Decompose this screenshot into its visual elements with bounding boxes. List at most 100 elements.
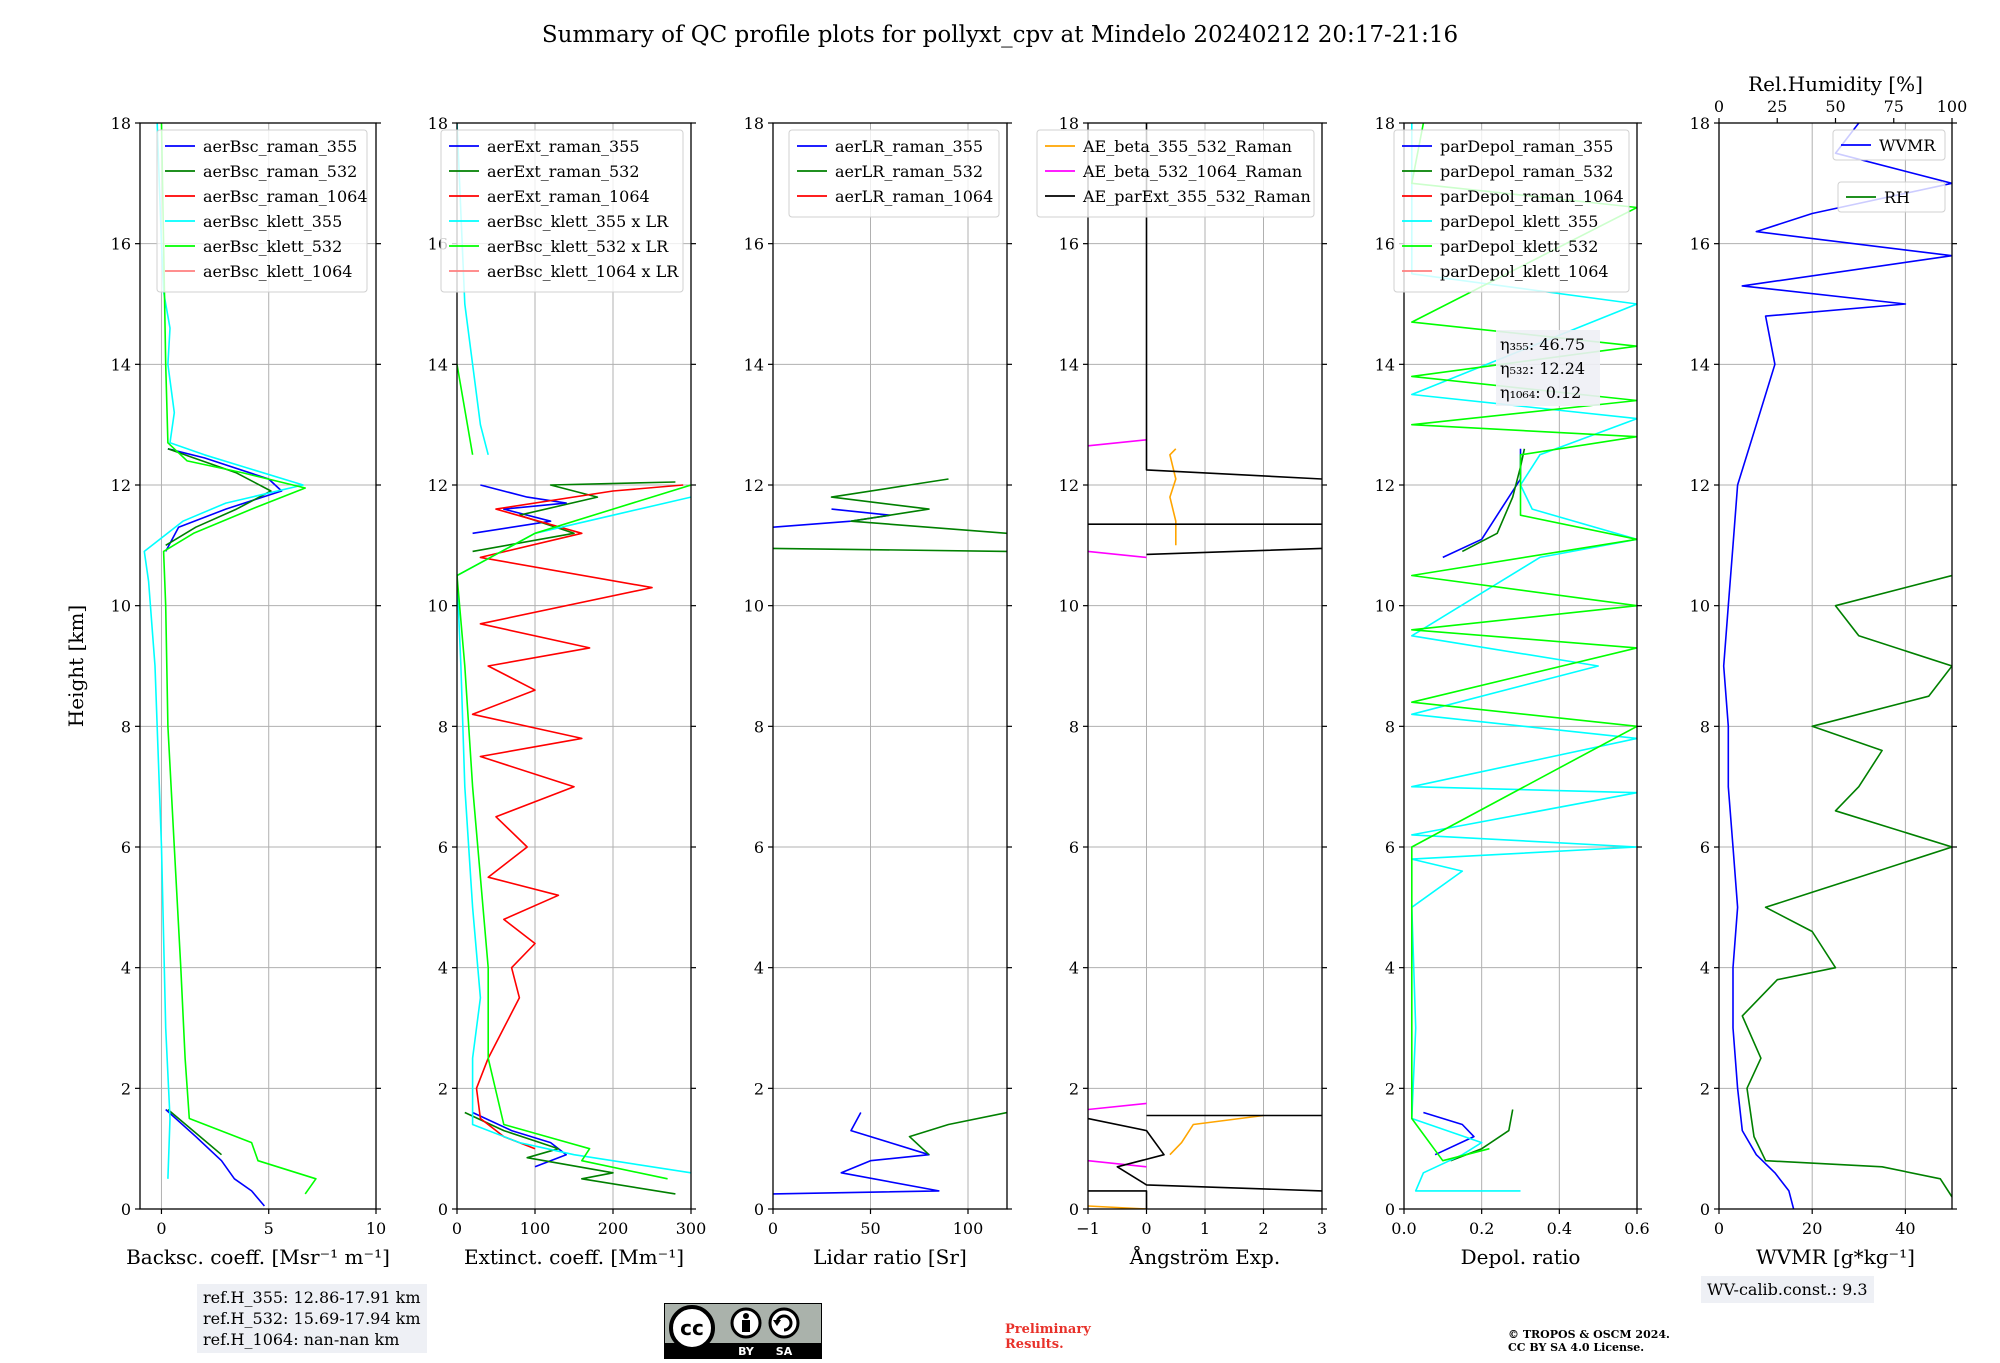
x-tick-label: 300 <box>676 1219 707 1238</box>
copyright-note: © TROPOS & OSCM 2024. CC BY SA 4.0 Licens… <box>1508 1328 1670 1354</box>
chart-panel-5: 0 2 4 6 8 10 12 14 16 18 0.0 0.2 0.4 0.6 Depol. ratio p… <box>1375 114 1650 1269</box>
y-tick-label: 18 <box>111 114 131 133</box>
legend-box <box>1393 129 1630 293</box>
y-tick-label: 16 <box>1059 235 1079 254</box>
y-tick-label: 8 <box>1069 717 1079 736</box>
series-line-aerext-raman-1064 <box>471 484 684 1150</box>
y-tick-label: 6 <box>438 838 448 857</box>
y-tick-label: 12 <box>428 476 448 495</box>
x-tick-label: 20 <box>1802 1219 1822 1238</box>
x-tick-label: 0.0 <box>1391 1219 1416 1238</box>
y-tick-label: 14 <box>428 355 448 374</box>
x-tick-label: 0.2 <box>1469 1219 1494 1238</box>
y-tick-label: 0 <box>1700 1200 1710 1219</box>
legend: aerLR_raman_355 aerLR_raman_532 aerLR_rama… <box>788 129 1000 218</box>
series-group <box>143 123 317 1207</box>
series-line-rh <box>1742 563 1952 1197</box>
eta-text: η₁₀₆₄: 0.12 <box>1500 383 1581 402</box>
legend-entry: parDepol_klett_355 <box>1440 212 1598 231</box>
legend-entry: parDepol_klett_1064 <box>1440 262 1609 281</box>
y-tick-label: 18 <box>1375 114 1395 133</box>
eta-annotation: η₃₅₅: 46.75 η₅₃₂: 12.24 η₁₀₆₄: 0.12 <box>1496 330 1600 406</box>
chart-panel-1: 0 2 4 6 8 10 12 14 16 18 0 5 10 Backsc. coeff. [Msr⁻¹… <box>64 114 390 1269</box>
series-line-aerext-raman-532 <box>464 481 676 1195</box>
x-tick-label: 2 <box>1258 1219 1268 1238</box>
series-line-aerext-raman-355 <box>472 484 567 1168</box>
x-tick-label: 200 <box>598 1219 629 1238</box>
copyright-line-2: CC BY SA 4.0 License. <box>1508 1341 1645 1354</box>
legend-box <box>1837 181 1946 213</box>
y-tick-label: 16 <box>1690 235 1710 254</box>
y-tick-label: 6 <box>754 838 764 857</box>
top-x-tick-label: 50 <box>1825 97 1845 116</box>
legend-entry: parDepol_klett_532 <box>1440 237 1598 256</box>
x-tick-label: 0 <box>452 1219 462 1238</box>
cc-by-sa-logo: cc BY SA <box>663 1302 823 1360</box>
legend-entry: aerBsc_raman_532 <box>203 162 357 181</box>
legend-box <box>1036 129 1315 218</box>
y-tick-label: 6 <box>1385 838 1395 857</box>
legend-entry: parDepol_raman_1064 <box>1440 187 1624 206</box>
x-tick-label: 50 <box>860 1219 880 1238</box>
y-tick-label: 0 <box>1069 1200 1079 1219</box>
x-tick-label: 1 <box>1200 1219 1210 1238</box>
legend-entry: aerBsc_raman_1064 <box>203 187 368 206</box>
x-tick-label: 0 <box>156 1219 166 1238</box>
legend: WVMR RH <box>1832 129 1946 213</box>
cc-badge-text: cc <box>680 1316 704 1340</box>
cc-sa-text: SA <box>776 1345 793 1358</box>
y-tick-label: 2 <box>1069 1079 1079 1098</box>
legend: aerExt_raman_355 aerExt_raman_532 aerExt_r… <box>440 129 684 293</box>
y-tick-label: 8 <box>438 717 448 736</box>
top-x-tick-label: 25 <box>1767 97 1787 116</box>
series-group <box>457 123 691 1195</box>
x-axis-label: Lidar ratio [Sr] <box>813 1245 967 1269</box>
legend-entry: aerBsc_klett_1064 x LR <box>487 262 679 281</box>
y-tick-label: 14 <box>1690 355 1710 374</box>
x-tick-label: 0.6 <box>1624 1219 1649 1238</box>
copyright-line-1: © TROPOS & OSCM 2024. <box>1508 1328 1670 1341</box>
series-line-ae-parext-355-532-raman <box>1088 123 1322 1209</box>
series-line-pardepol-klett-355 <box>1411 123 1637 1192</box>
y-tick-label: 12 <box>1690 476 1710 495</box>
x-tick-label: 3 <box>1317 1219 1327 1238</box>
eta-text: η₃₅₅: 46.75 <box>1500 335 1585 354</box>
legend-entry: parDepol_raman_532 <box>1440 162 1613 181</box>
series-line-pardepol-raman-532 <box>1450 448 1526 1162</box>
legend-entry: parDepol_raman_355 <box>1440 137 1613 156</box>
legend-entry: aerBsc_raman_355 <box>203 137 357 156</box>
y-tick-label: 0 <box>121 1200 131 1219</box>
cc-by-text: BY <box>738 1345 755 1358</box>
top-x-axis-label: Rel.Humidity [%] <box>1748 72 1923 96</box>
series-line-aerlr-raman-355 <box>773 508 940 1195</box>
y-tick-label: 2 <box>121 1079 131 1098</box>
preliminary-note: Preliminary Results. <box>1005 1322 1091 1352</box>
legend-entry: aerExt_raman_1064 <box>487 187 650 206</box>
y-tick-label: 4 <box>1385 959 1395 978</box>
top-x-tick-label: 0 <box>1714 97 1724 116</box>
legend: aerBsc_raman_355 aerBsc_raman_532 aerBsc_r… <box>156 129 368 293</box>
axes-frame <box>1403 122 1638 1210</box>
top-x-tick-label: 100 <box>1937 97 1968 116</box>
y-tick-label: 6 <box>1700 838 1710 857</box>
y-tick-label: 12 <box>1375 476 1395 495</box>
y-tick-label: 10 <box>1690 597 1710 616</box>
figure-title: Summary of QC profile plots for pollyxt_… <box>541 22 1459 48</box>
wv-calib-text: WV-calib.const.: 9.3 <box>1707 1280 1868 1299</box>
series-line-pardepol-raman-355 <box>1423 448 1522 1156</box>
wv-calibration-box: WV-calib.const.: 9.3 <box>1701 1276 1874 1303</box>
legend: AE_beta_355_532_Raman AE_beta_532_1064_Ra… <box>1036 129 1315 218</box>
series-line-aerbsc-klett-532-x-lr <box>457 364 691 1180</box>
x-tick-label: 0 <box>1141 1219 1151 1238</box>
y-tick-label: 18 <box>428 114 448 133</box>
legend-box <box>440 129 684 293</box>
y-tick-label: 14 <box>744 355 764 374</box>
legend-box <box>1832 129 1946 161</box>
preliminary-line-1: Preliminary <box>1005 1322 1091 1337</box>
series-line-aerlr-raman-532 <box>773 478 1007 1156</box>
x-tick-label: 0 <box>768 1219 778 1238</box>
y-tick-label: 18 <box>1690 114 1710 133</box>
x-tick-label: 40 <box>1895 1219 1915 1238</box>
legend: parDepol_raman_355 parDepol_raman_532 parD… <box>1393 129 1630 293</box>
